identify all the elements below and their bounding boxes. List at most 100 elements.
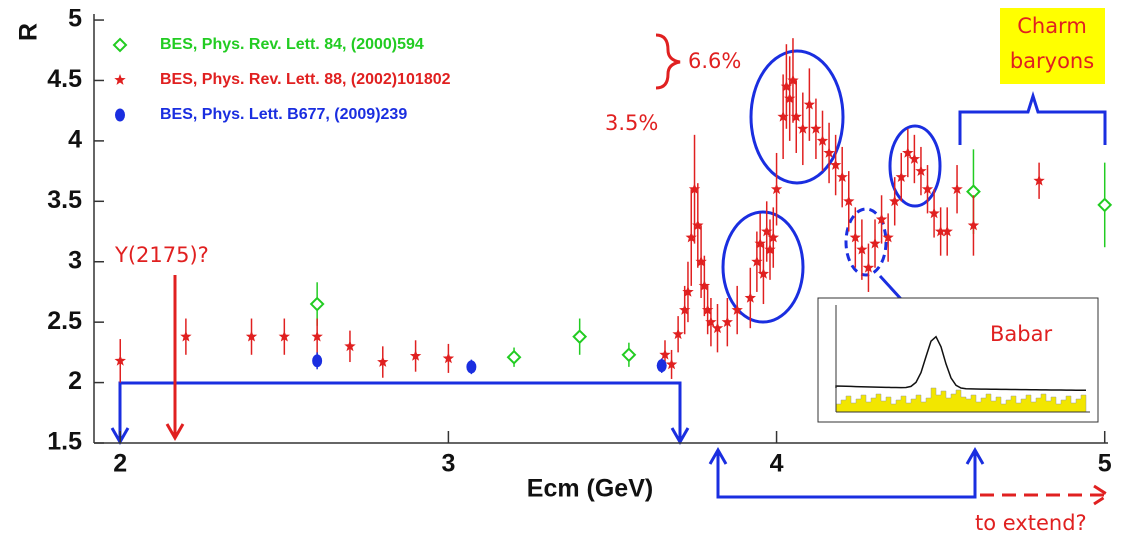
data-point: [908, 153, 921, 164]
legend-label: BES, Phys. Rev. Lett. 88, (2002)101802: [160, 71, 451, 88]
data-point: [245, 330, 258, 342]
data-point: [309, 296, 325, 312]
data-point: [803, 98, 816, 110]
data-point: [843, 195, 855, 207]
data-point: [836, 171, 848, 182]
data-point: [442, 352, 455, 364]
data-point: [659, 348, 671, 360]
data-point: [1033, 174, 1045, 186]
data-point: [409, 350, 422, 361]
dashed-arrow: [980, 484, 1111, 506]
legend-marker: [115, 108, 125, 122]
data-point: [688, 183, 701, 195]
data-point: [656, 359, 667, 373]
y-tick-label: 4.5: [47, 65, 82, 93]
data-point: [665, 358, 678, 370]
y-tick-label: 3.5: [47, 186, 82, 214]
x-axis-label: Ecm (GeV): [527, 475, 653, 503]
data-point: [506, 349, 522, 365]
data-point: [754, 237, 766, 249]
circle-highlight: [844, 207, 888, 277]
data-point: [951, 183, 963, 195]
circle-highlight: [749, 49, 845, 185]
data-point: [757, 267, 770, 279]
data-point: [344, 340, 356, 352]
data-point: [889, 195, 901, 207]
data-point: [764, 243, 776, 255]
data-point: [823, 147, 835, 158]
inset-plot: [817, 297, 1099, 423]
data-point: [875, 213, 888, 225]
annotation: Babar: [990, 322, 1052, 346]
annotation: baryons: [1010, 49, 1094, 73]
data-point: [377, 356, 389, 367]
data-point: [882, 231, 894, 243]
legend-label: BES, Phys. Rev. Lett. 84, (2000)594: [160, 36, 424, 53]
y-tick-label: 5: [68, 5, 82, 33]
data-point: [711, 322, 724, 334]
data-point: [895, 171, 907, 182]
data-point: [278, 330, 290, 342]
data-point: [770, 183, 783, 195]
data-point: [695, 255, 707, 267]
range-bracket: [708, 446, 985, 499]
circle-highlight: [888, 124, 942, 208]
data-point: [705, 316, 717, 327]
highlight-box: [1000, 8, 1105, 84]
x-tick-label: 5: [1098, 450, 1112, 478]
data-point: [312, 354, 323, 368]
data-point: [816, 134, 829, 146]
data-point: [731, 304, 743, 315]
x-tick-label: 2: [113, 450, 127, 478]
data-point: [810, 122, 822, 134]
data-point: [921, 183, 934, 195]
y-tick-label: 4: [68, 125, 82, 153]
annotation: Y(2175)?: [114, 243, 209, 267]
legend-label: BES, Phys. Lett. B677, (2009)239: [160, 106, 407, 123]
data-point: [572, 329, 588, 345]
legend-marker: [112, 37, 128, 53]
annotation: Charm: [1017, 14, 1087, 38]
data-point: [856, 243, 868, 255]
x-tick-label: 4: [770, 450, 784, 478]
bracket: [958, 90, 1107, 145]
inset-fit-curve: [835, 335, 1087, 392]
data-point: [1097, 197, 1113, 213]
data-point: [767, 231, 779, 243]
data-point: [915, 165, 927, 176]
data-point: [862, 261, 875, 273]
data-point: [967, 219, 980, 231]
annotation: 3.5%: [605, 111, 658, 135]
data-point: [790, 110, 802, 122]
data-point: [672, 328, 684, 340]
annotation: to extend?: [975, 511, 1087, 534]
x-tick-label: 3: [441, 450, 455, 478]
data-point: [114, 354, 126, 366]
data-point: [311, 330, 323, 342]
data-point: [692, 219, 704, 231]
y-tick-label: 2.5: [47, 307, 82, 335]
data-point: [829, 159, 842, 170]
data-point: [701, 304, 714, 315]
data-point: [466, 360, 477, 374]
data-point: [941, 225, 953, 237]
inset-histogram: [835, 387, 1087, 413]
data-point: [869, 237, 881, 249]
range-bracket: [118, 381, 682, 440]
y-axis-label: R: [15, 23, 43, 41]
data-point: [744, 292, 756, 303]
data-point: [849, 231, 861, 243]
data-point: [787, 74, 799, 86]
circle-highlight: [721, 210, 805, 324]
data-point: [679, 304, 691, 315]
bracket: [655, 33, 681, 90]
data-point: [721, 316, 733, 327]
annotation: 6.6%: [688, 49, 741, 73]
y-tick-label: 2: [68, 367, 82, 395]
data-point: [784, 92, 796, 104]
legend-marker: [114, 74, 126, 85]
y-tick-label: 3: [68, 246, 82, 274]
data-point: [682, 285, 694, 297]
